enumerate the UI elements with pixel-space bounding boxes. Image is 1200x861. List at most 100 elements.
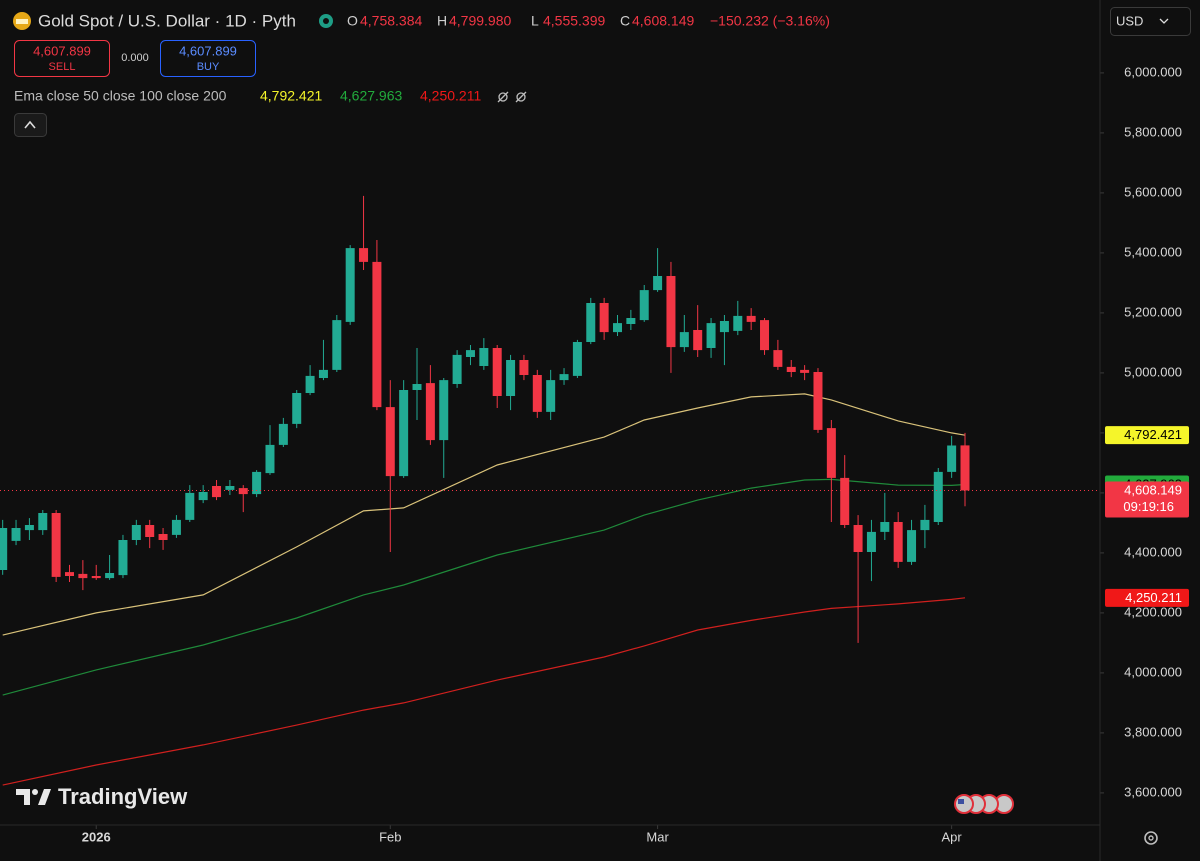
y-tick-label: 5,200.000 <box>1124 304 1182 319</box>
candle-body <box>880 522 890 532</box>
ema-price-label-bg <box>1105 588 1189 607</box>
candle-body <box>626 318 636 324</box>
change: −150.232 (−3.16%) <box>710 13 830 29</box>
collapse-button[interactable] <box>14 113 47 137</box>
ohlc-legend: O 4,758.384 H 4,799.980 L 4,555.399 C 4,608.149 <box>347 13 694 29</box>
sell-label: SELL <box>49 61 76 73</box>
x-tick-label: 2026 <box>82 829 111 844</box>
ema-line <box>2 478 966 696</box>
candle-body <box>693 330 703 351</box>
candle-body <box>599 303 609 333</box>
candle-body <box>38 513 48 531</box>
candle-body <box>960 445 970 491</box>
candle-body <box>11 528 21 541</box>
candle-body <box>506 360 516 396</box>
y-tick-label: 5,000.000 <box>1124 364 1182 379</box>
ohlc-key: O <box>347 13 358 29</box>
candle-body <box>746 315 756 322</box>
indicator-value: 4,250.211 <box>420 88 481 104</box>
y-tick-label: 4,000.000 <box>1124 664 1182 679</box>
ohlc-value: 4,799.980 <box>449 13 511 29</box>
x-tick-label: Apr <box>942 829 963 844</box>
candle-body <box>131 525 141 540</box>
candle-body <box>679 332 689 348</box>
candle-body <box>238 488 248 495</box>
candle-body <box>105 573 115 579</box>
candle-body <box>786 366 796 372</box>
ema-price-label-bg <box>1105 426 1189 445</box>
candle-body <box>840 477 850 525</box>
candle-body <box>385 407 395 477</box>
buy-button[interactable] <box>160 40 256 77</box>
indicator-icons[interactable] <box>497 91 527 103</box>
y-tick-label: 3,800.000 <box>1124 724 1182 739</box>
candle-body <box>719 321 729 333</box>
candle-body <box>158 534 168 540</box>
candle-body <box>372 261 382 408</box>
candle-body <box>612 323 622 333</box>
buy-price: 4,607.899 <box>179 43 237 58</box>
y-tick-label: 5,800.000 <box>1124 124 1182 139</box>
candle-body <box>225 486 235 490</box>
candle-body <box>800 369 810 373</box>
symbol-title[interactable]: Gold Spot / U.S. Dollar · 1D · Pyth <box>38 11 296 30</box>
candle-body <box>893 522 903 562</box>
market-status-dot <box>323 18 329 24</box>
symbol-logo-bar <box>16 19 28 24</box>
sell-price: 4,607.899 <box>33 43 91 58</box>
candle-body <box>185 492 195 520</box>
candle-body <box>519 360 529 375</box>
y-tick-label: 5,400.000 <box>1124 244 1182 259</box>
candle-body <box>265 444 275 474</box>
y-tick-label: 4,200.000 <box>1124 604 1182 619</box>
ohlc-key: L <box>531 13 539 29</box>
plot-area <box>0 72 1104 829</box>
spread: 0.000 <box>121 52 149 64</box>
candle-body <box>546 380 556 412</box>
last-price-label: 4,608.149 <box>1124 482 1182 497</box>
last-price-label-bg <box>1105 481 1189 518</box>
candle-body <box>532 375 542 412</box>
sell-button[interactable] <box>14 40 110 77</box>
ohlc-value: 4,758.384 <box>360 13 422 29</box>
y-tick-label: 5,600.000 <box>1124 184 1182 199</box>
candle-body <box>332 320 342 370</box>
event-flags[interactable] <box>954 794 1014 814</box>
brand-name: TradingView <box>58 784 188 809</box>
y-tick-label: 3,600.000 <box>1124 784 1182 799</box>
ohlc-key: C <box>620 13 630 29</box>
x-tick-label: Mar <box>646 829 669 844</box>
candle-body <box>425 383 435 441</box>
candle-body <box>252 471 262 495</box>
candle-body <box>947 445 957 472</box>
candle-body <box>65 572 75 576</box>
candle-body <box>318 369 328 378</box>
countdown: 09:19:16 <box>1123 499 1174 514</box>
candle-body <box>399 390 409 477</box>
candle-body <box>212 486 222 498</box>
ohlc-value: 4,608.149 <box>632 13 694 29</box>
candle-body <box>586 303 596 342</box>
candle-body <box>706 323 716 348</box>
candle-body <box>305 375 315 393</box>
settings-icon[interactable] <box>1144 831 1158 845</box>
candle-body <box>733 315 743 331</box>
candle-body <box>853 525 863 552</box>
candle-body <box>920 519 930 531</box>
collapse-icon <box>24 120 36 129</box>
candle-body <box>292 393 302 424</box>
indicator-value: 4,627.963 <box>340 88 402 104</box>
indicator-name[interactable]: Ema close 50 close 100 close 200 <box>14 88 227 104</box>
ema-price-label: 4,250.211 <box>1125 590 1182 605</box>
candle-body <box>51 513 61 577</box>
ema-price-label: 4,792.421 <box>1124 427 1182 442</box>
candle-body <box>907 530 917 562</box>
ema-line <box>2 393 966 636</box>
candle-body <box>439 380 449 441</box>
currency-select[interactable] <box>1110 7 1191 36</box>
candle-body <box>492 348 502 396</box>
candle-body <box>760 320 770 351</box>
candle-body <box>933 471 943 522</box>
